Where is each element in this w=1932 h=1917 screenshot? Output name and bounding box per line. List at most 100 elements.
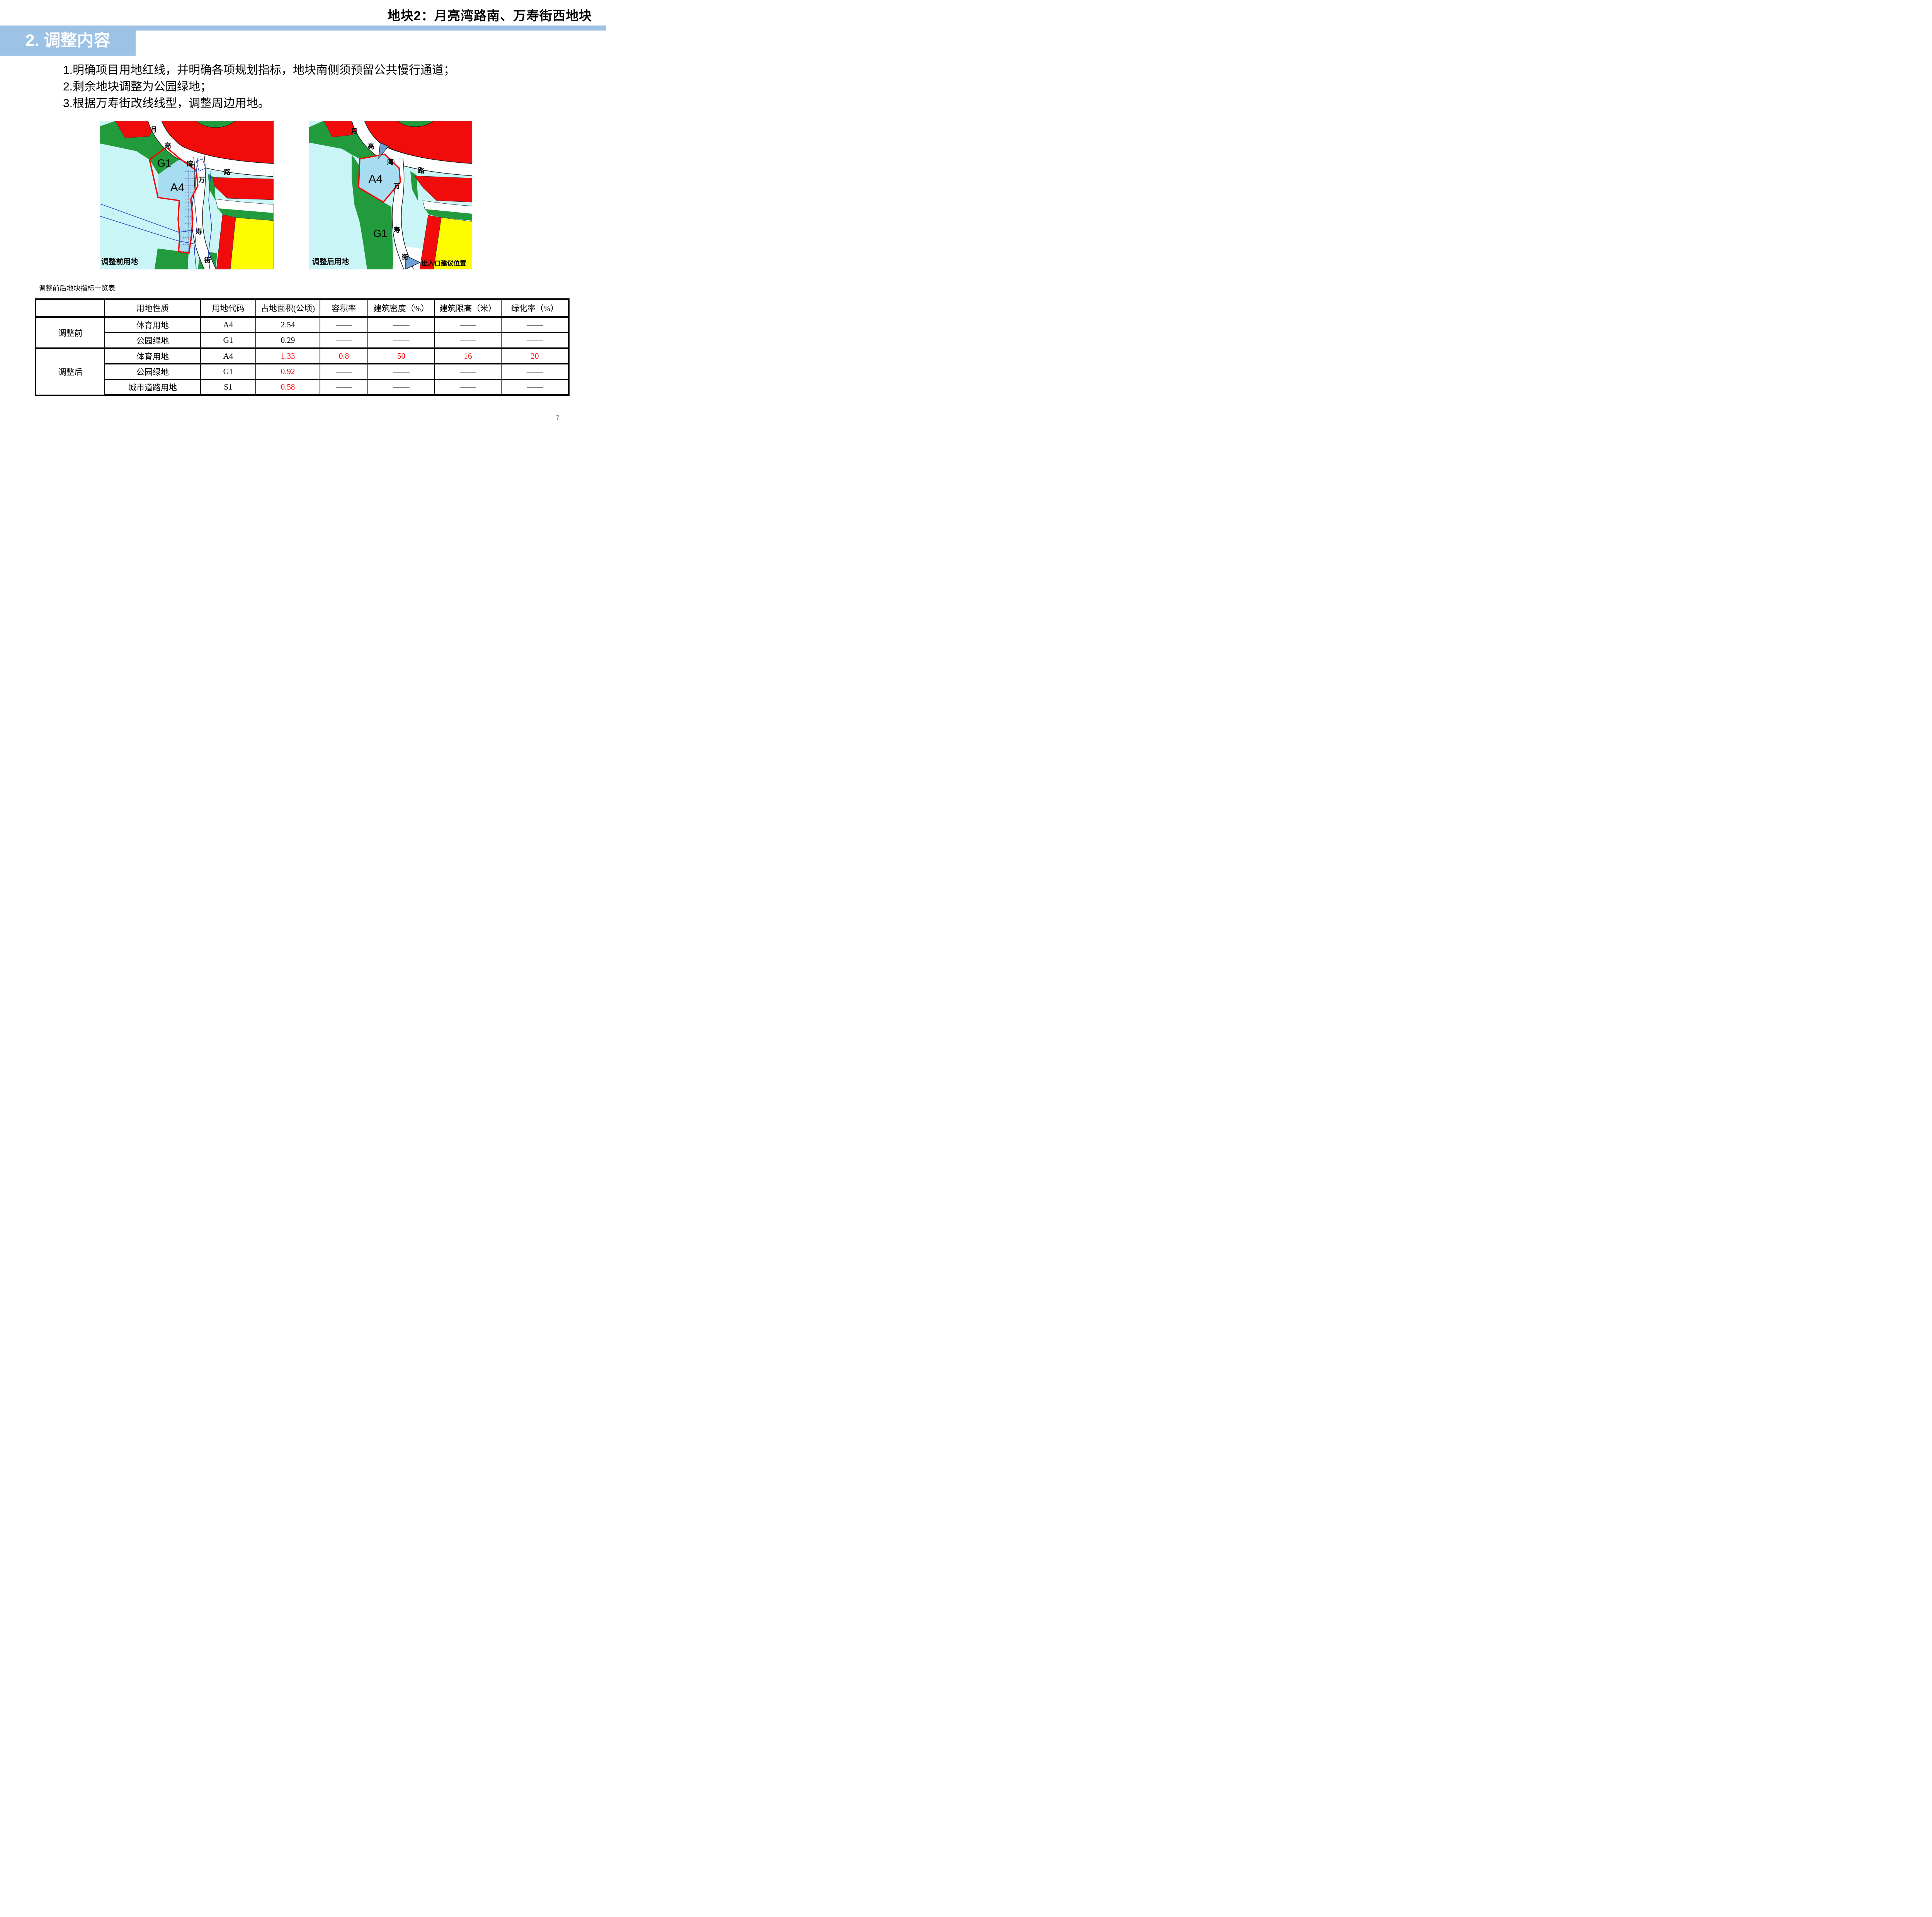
table-cell: 0.92 [255,363,320,380]
metrics-tbody: 调整前 体育用地 A4 2.54 —— —— —— —— 公园绿地 G1 0.29 —— —— —— —— 调… [35,316,570,396]
bullet-item: 3.根据万寿街改线线型，调整周边用地。 [63,97,270,110]
entrance-note-label: 出入口建议位置 [422,259,466,267]
column-header: 用地代码 [200,298,256,318]
green-patch-south [155,249,189,269]
g1-plot-label: G1 [373,228,387,239]
table-cell: —— [367,379,435,396]
plot-red-boundary [149,146,199,254]
table-cell: G1 [200,332,256,349]
table-header-row: 用地性质 用地代码 占地面积(公顷) 容积率 建筑密度（%） 建筑限高（米） 绿… [35,298,570,318]
table-cell: —— [367,363,435,380]
column-header: 绿化率（%） [501,298,570,318]
map-before-adjustment: 月 亮 湾 路 万 寿 街 G1 A4 调整前用地 [99,77,274,274]
table-row: 公园绿地 G1 0.29 —— —— —— —— [36,332,570,349]
table-row: 调整前 体育用地 A4 2.54 —— —— —— —— [35,316,570,349]
section-header: 2. 调整内容 [0,26,136,56]
blue-road-edge-east [208,170,212,270]
g1-park-area [358,187,393,269]
map-before-svg: 月 亮 湾 路 万 寿 街 G1 A4 调整前用地 [99,77,274,274]
road-char: 月 [150,126,157,133]
green-strip-southeast [425,209,472,221]
road-char: 湾 [387,158,394,166]
a4-plot-label: A4 [170,181,185,194]
table-cell: —— [434,316,502,333]
yellow-block-southeast [230,217,274,270]
table-cell: 公园绿地 [104,332,201,349]
green-strip-southeast [218,208,274,221]
road-name-labels: 月 亮 湾 路 万 寿 街 [150,126,231,264]
table-cell: —— [434,332,502,349]
table-cell: 2.54 [255,316,320,333]
table-cell: —— [501,332,570,349]
blue-boundary-lines [99,158,212,270]
red-parcel-northwest [115,121,157,138]
map-after-adjustment: 月 亮 湾 路 万 寿 街 A4 G1 出入口建议位置 调整后用地 [309,76,473,274]
junction-pocket [196,158,206,172]
a4-plot-area [359,154,400,202]
road-char: 亮 [165,142,171,150]
table-cell: G1 [200,363,256,380]
road-char: 月 [351,128,358,135]
page-number: 7 [555,414,560,422]
hatched-overlay-area [182,169,198,252]
table-cell: A4 [200,347,256,364]
road-char: 路 [418,167,425,174]
bullet-list: 1.明确项目用地红线，并明确各项规划指标，地块南侧须预留公共慢行通道； 2.剩余… [63,62,455,112]
road-char: 街 [204,256,211,264]
red-parcel-northwest [323,121,361,138]
metrics-table: 用地性质 用地代码 占地面积(公顷) 容积率 建筑密度（%） 建筑限高（米） 绿… [35,298,570,396]
entrance-arrow-legend [405,255,421,270]
plot-red-boundary [358,153,401,203]
road-char: 寿 [394,226,400,234]
blue-centerline-1 [99,203,196,233]
column-header: 用地性质 [104,298,201,318]
bullet-item: 2.剩余地块调整为公园绿地； [63,80,212,93]
table-cell: —— [434,363,502,380]
table-cell: 0.8 [320,347,368,364]
yueliangwan-road [148,116,274,176]
table-cell: —— [501,379,570,396]
table-cell: 0.29 [255,332,320,349]
table-cell: —— [367,316,435,333]
table-cell: 20 [501,347,570,364]
road-char: 湾 [187,160,193,168]
slide: 地块2：月亮湾路南、万寿街西地块 2. 调整内容 1.明确项目用地红线，并明确各… [0,0,606,428]
table-cell: 50 [367,347,435,364]
table-cell: —— [320,316,368,333]
red-block-east [414,175,473,203]
road-char: 路 [224,168,231,176]
table-cell: —— [434,379,502,396]
green-sliver-east [410,171,418,201]
column-header [35,298,105,318]
table-cell: —— [501,316,570,333]
road-char: 亮 [368,143,374,150]
table-cell: 体育用地 [104,347,201,364]
entrance-arrow-top [378,142,389,159]
column-header: 建筑限高（米） [434,298,502,318]
road-char: 万 [198,176,205,184]
table-cell: 0.58 [255,379,320,396]
table-title: 调整前后地块指标一览表 [39,284,115,292]
yueliangwan-road [352,117,473,175]
blue-road-edge-west [194,158,198,270]
table-cell: 公园绿地 [104,363,201,380]
table-cell: 体育用地 [104,316,201,333]
column-header: 占地面积(公顷) [255,298,320,318]
road-char: 寿 [196,228,202,235]
table-row: 公园绿地 G1 0.92 —— —— —— —— [36,363,570,380]
map-caption: 调整前用地 [101,257,138,266]
accent-band [0,26,606,31]
table-cell: —— [367,332,435,349]
table-group-label: 调整前 [35,316,105,349]
table-cell: 城市道路用地 [104,379,201,396]
wanshou-street [192,156,216,273]
page-title: 地块2：月亮湾路南、万寿街西地块 [387,9,592,23]
column-header: 建筑密度（%） [367,298,435,318]
table-cell: —— [320,363,368,380]
table-cell: S1 [200,379,256,396]
a4-plot-label: A4 [369,173,383,186]
table-cell: —— [501,363,570,380]
bullet-item: 1.明确项目用地红线，并明确各项规划指标，地块南侧须预留公共慢行通道； [63,64,456,77]
column-header: 容积率 [320,298,368,318]
blue-centerline-2 [99,216,194,244]
